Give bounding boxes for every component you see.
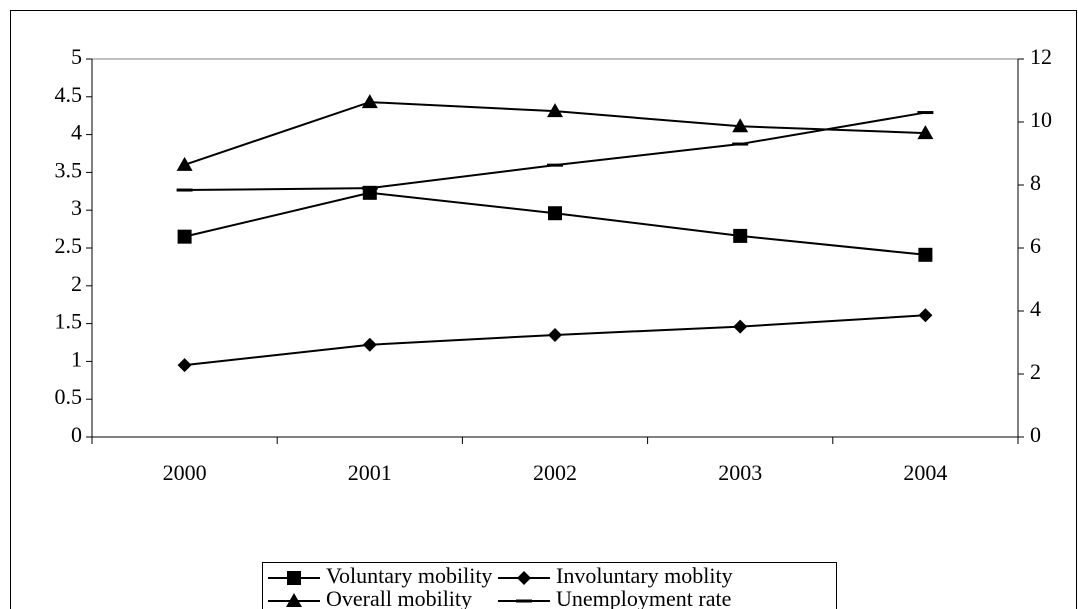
legend-marker [517, 571, 531, 585]
y-tick-label: 3 [71, 195, 82, 220]
data-point [917, 111, 934, 115]
data-point [361, 186, 378, 190]
data-point [548, 206, 562, 221]
y2-tick-label: 10 [1030, 107, 1052, 132]
y-tick-label: 2.5 [55, 233, 83, 258]
y-tick-label: 0 [71, 422, 82, 447]
x-tick-label: 2004 [903, 460, 947, 485]
data-point [361, 94, 378, 109]
legend-marker [286, 593, 302, 607]
data-point [177, 358, 192, 373]
data-point [732, 118, 749, 133]
legend-label: Unemployment rate [556, 586, 731, 609]
y2-tick-label: 8 [1030, 170, 1041, 195]
data-point [733, 319, 748, 334]
legend-label: Overall mobility [326, 586, 472, 609]
data-point [547, 163, 563, 167]
y-tick-label: 2 [71, 271, 82, 296]
series-line [184, 111, 926, 192]
x-tick-label: 2002 [533, 460, 577, 485]
y2-tick-label: 0 [1030, 422, 1041, 447]
data-point [918, 247, 933, 262]
y-tick-label: 0.5 [55, 384, 83, 409]
legend-marker [287, 571, 301, 585]
data-point [176, 188, 193, 192]
data-point [917, 125, 934, 140]
x-tick-label: 2001 [348, 460, 392, 485]
legend-label: Voluntary mobility [326, 563, 492, 588]
data-point [548, 327, 562, 342]
data-point [732, 142, 749, 146]
y2-tick-label: 6 [1030, 233, 1041, 258]
data-point [176, 156, 193, 171]
data-point [547, 103, 563, 118]
data-point [362, 337, 377, 352]
x-tick-label: 2000 [163, 460, 207, 485]
y-tick-label: 5 [71, 44, 82, 69]
y-tick-label: 4.5 [55, 82, 83, 107]
data-point [733, 228, 748, 243]
series-line [184, 191, 926, 256]
y2-tick-label: 4 [1030, 296, 1041, 321]
chart-border [10, 10, 1077, 609]
y-tick-label: 4 [71, 120, 82, 145]
x-tick-label: 2003 [718, 460, 762, 485]
y-tick-label: 1 [71, 346, 82, 371]
y-tick-label: 1.5 [55, 309, 83, 334]
data-point [918, 308, 933, 323]
legend-label: Involuntary moblity [556, 563, 733, 588]
data-point [177, 229, 192, 244]
y2-tick-label: 12 [1030, 44, 1052, 69]
legend-marker [516, 599, 532, 603]
y-tick-label: 3.5 [55, 157, 83, 182]
y2-tick-label: 2 [1030, 359, 1041, 384]
